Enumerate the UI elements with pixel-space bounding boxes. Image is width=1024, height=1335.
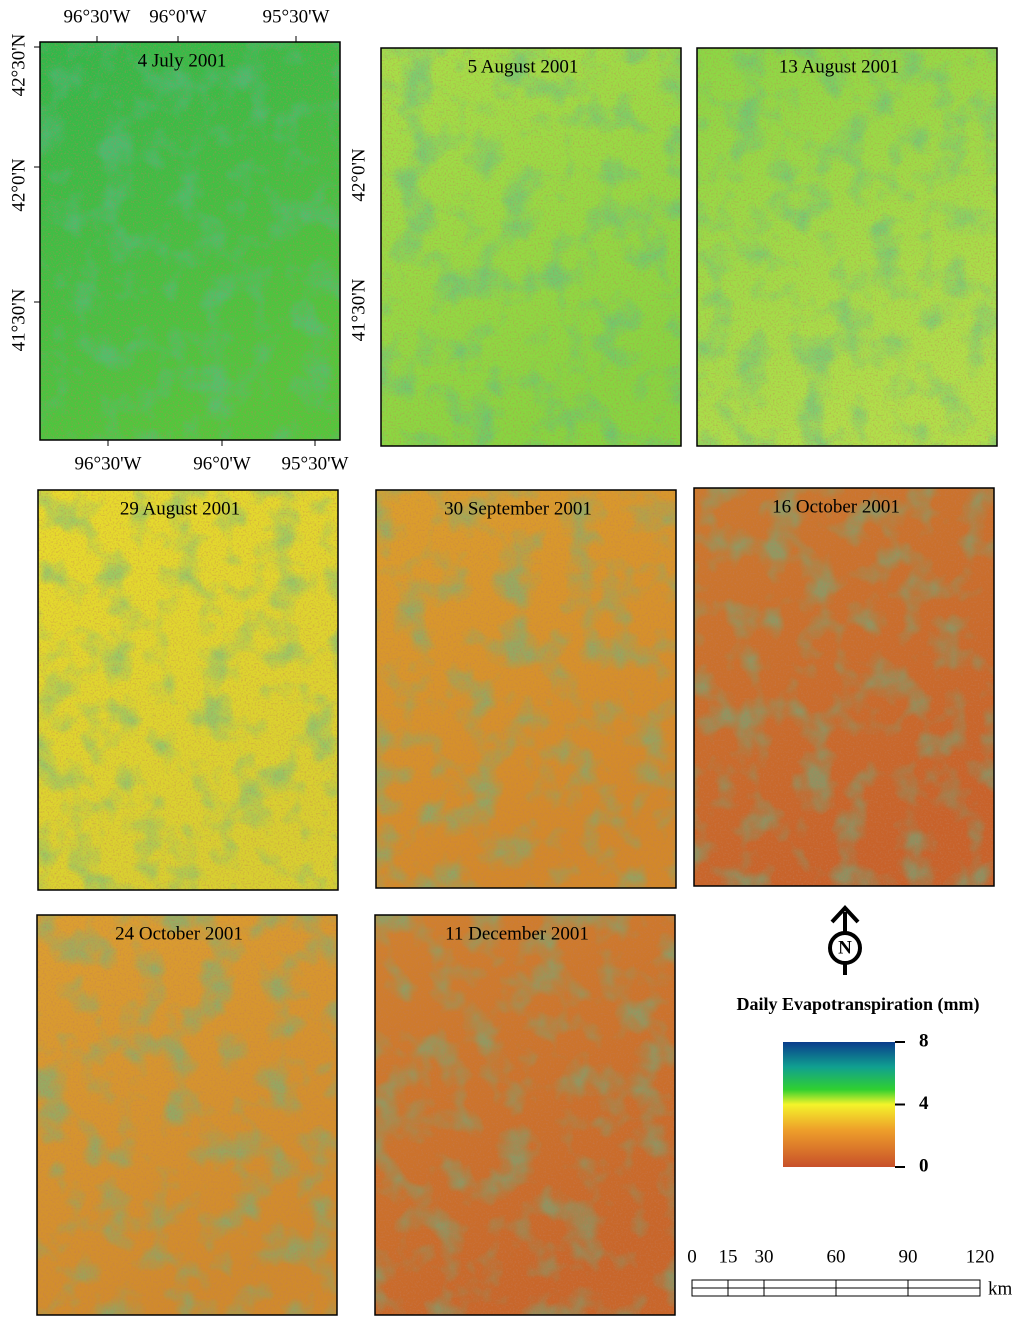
latitude-label: 42°30'N [8,33,29,96]
map-texture [37,915,337,1315]
panel-title: 29 August 2001 [120,498,240,519]
map-texture [38,490,338,890]
panel-title: 24 October 2001 [115,923,243,944]
longitude-label: 96°0'W [149,6,207,27]
legend-title: Daily Evapotranspiration (mm) [737,994,980,1015]
panel-title: 4 July 2001 [138,50,227,71]
map-frame [380,47,682,447]
map-frame [37,489,339,891]
map-panels: 4 July 2001 5 August 2001 13 August 2001 29… [36,41,998,1316]
map-texture [376,490,676,888]
panel-title: 16 October 2001 [772,496,900,517]
map-texture [697,48,997,446]
map-panel: 29 August 2001 [37,489,339,891]
scale-tick-label: 30 [755,1246,774,1267]
map-frame [36,914,338,1316]
latitude-label: 41°30'N [348,278,369,341]
map-panel: 30 September 2001 [375,489,677,889]
longitude-label: 96°30'W [75,453,142,474]
map-panel: 11 December 2001 [374,914,676,1316]
latitude-label: 42°0'N [8,158,29,212]
panel-title: 11 December 2001 [445,923,589,944]
scale-tick-label: 120 [966,1246,995,1267]
map-texture [375,915,675,1315]
latitude-label: 42°0'N [348,148,369,202]
scale-tick-label: 15 [719,1246,738,1267]
panel-title: 13 August 2001 [779,56,899,77]
map-panel: 16 October 2001 [693,487,995,887]
scale-unit: km [988,1278,1013,1299]
panel-title: 30 September 2001 [444,498,592,519]
color-bar [783,1042,895,1167]
scale-tick-label: 60 [827,1246,846,1267]
latitude-label: 41°30'N [8,288,29,351]
map-panel: 13 August 2001 [696,47,998,447]
map-frame [375,489,677,889]
legend-tick-label: 4 [919,1093,929,1114]
map-frame [693,487,995,887]
longitude-label: 95°30'W [263,6,330,27]
map-frame [39,41,341,441]
longitude-label: 96°0'W [193,453,251,474]
coordinate-labels: 96°30'W 96°0'W 95°30'W 96°30'W 96°0'W 95°30'W… [8,6,369,474]
scale-bar: 0 15 30 60 90 120 km [687,1246,1012,1299]
map-texture [40,42,340,440]
panel-title: 5 August 2001 [468,56,579,77]
north-arrow: N [828,905,862,975]
scale-tick-label: 90 [899,1246,918,1267]
longitude-label: 96°30'W [64,6,131,27]
legend-ticks: 8 4 0 [895,1030,929,1176]
longitude-label: 95°30'W [282,453,349,474]
map-frame [696,47,998,447]
map-panel: 4 July 2001 [39,41,341,441]
legend-tick-label: 0 [919,1155,929,1176]
north-label: N [838,937,852,958]
legend-tick-label: 8 [919,1030,929,1051]
map-panel: 5 August 2001 [380,47,682,447]
map-panel: 24 October 2001 [36,914,338,1316]
map-texture [381,48,681,446]
map-frame [374,914,676,1316]
scale-tick-label: 0 [687,1246,697,1267]
map-texture [694,488,994,886]
